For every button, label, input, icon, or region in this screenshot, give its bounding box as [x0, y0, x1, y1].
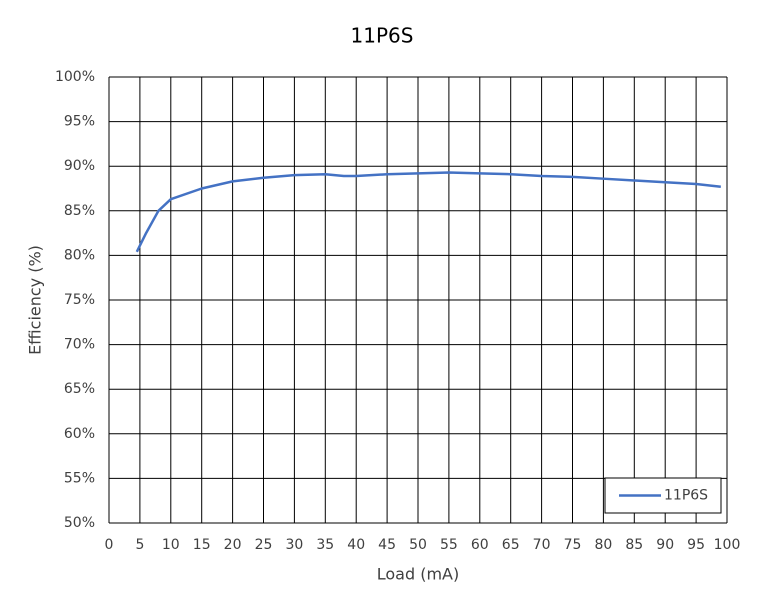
x-tick-label: 30: [285, 537, 303, 553]
x-tick-label: 70: [533, 537, 551, 553]
y-tick-label: 85%: [64, 203, 95, 219]
x-tick-label: 5: [135, 537, 144, 553]
x-tick-label: 10: [162, 537, 180, 553]
x-tick-label: 75: [564, 537, 582, 553]
x-axis-label: Load (mA): [377, 565, 459, 584]
x-tick-label: 20: [224, 537, 242, 553]
x-tick-label: 80: [594, 537, 612, 553]
y-tick-label: 90%: [64, 158, 95, 174]
x-tick-label: 100: [714, 537, 741, 553]
x-tick-label: 40: [347, 537, 365, 553]
y-tick-label: 70%: [64, 337, 95, 353]
y-tick-label: 80%: [64, 247, 95, 263]
y-tick-label: 55%: [64, 470, 95, 486]
x-tick-label: 25: [255, 537, 273, 553]
x-tick-label: 50: [409, 537, 427, 553]
y-tick-label: 95%: [64, 114, 95, 130]
y-tick-label: 65%: [64, 381, 95, 397]
y-tick-label: 75%: [64, 292, 95, 308]
x-tick-label: 45: [378, 537, 396, 553]
y-tick-label: 60%: [64, 426, 95, 442]
x-tick-label: 90: [656, 537, 674, 553]
y-tick-label: 50%: [64, 515, 95, 531]
legend-label: 11P6S: [664, 488, 708, 504]
y-tick-label: 100%: [55, 69, 95, 85]
x-tick-label: 95: [687, 537, 705, 553]
x-tick-label: 55: [440, 537, 458, 553]
x-tick-label: 35: [316, 537, 334, 553]
data-line: [135, 171, 721, 253]
y-axis-label: Efficiency (%): [26, 245, 45, 355]
x-tick-label: 85: [625, 537, 643, 553]
x-tick-label: 15: [193, 537, 211, 553]
x-tick-label: 65: [502, 537, 520, 553]
chart-title: 11P6S: [351, 24, 414, 48]
x-tick-label: 60: [471, 537, 489, 553]
x-tick-label: 0: [105, 537, 114, 553]
